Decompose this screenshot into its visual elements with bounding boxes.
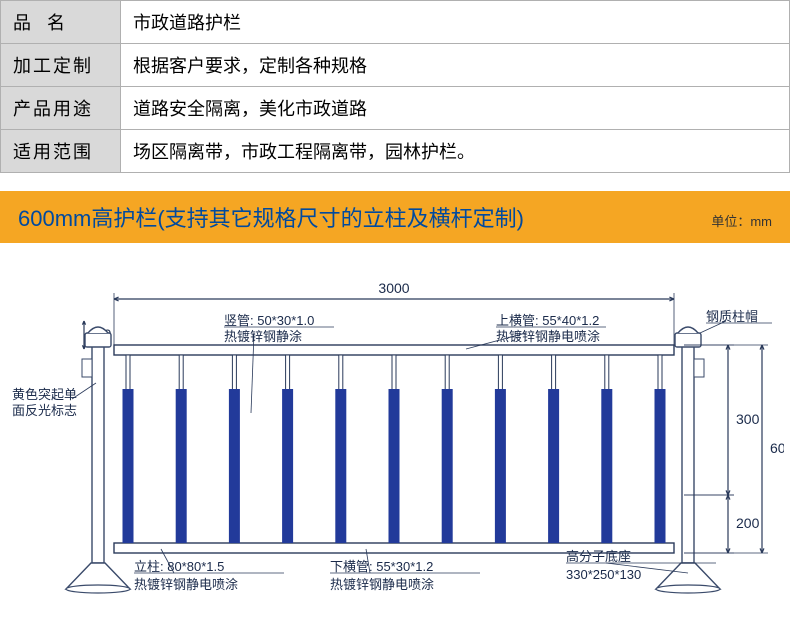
title-main: 600mm高护栏(支持其它规格尺寸的立柱及横杆定制) [18, 201, 524, 233]
svg-text:600: 600 [770, 440, 784, 456]
title-unit: 单位：mm [711, 211, 772, 230]
svg-text:钢质柱帽: 钢质柱帽 [706, 309, 758, 324]
title-bar: 600mm高护栏(支持其它规格尺寸的立柱及横杆定制) 单位：mm [0, 191, 790, 243]
svg-text:上横管: 55*40*1.2: 上横管: 55*40*1.2 [496, 313, 599, 328]
svg-text:200: 200 [736, 515, 760, 531]
spec-row: 适用范围场区隔离带，市政工程隔离带，园林护栏。 [1, 130, 790, 173]
spec-value: 根据客户要求，定制各种规格 [121, 44, 790, 87]
svg-text:330*250*130: 330*250*130 [566, 567, 641, 582]
spec-table: 品名市政道路护栏加工定制根据客户要求，定制各种规格产品用途道路安全隔离，美化市政… [0, 0, 790, 173]
spec-row: 加工定制根据客户要求，定制各种规格 [1, 44, 790, 87]
svg-text:高分子底座: 高分子底座 [566, 549, 631, 564]
fence-diagram: 3000100300200600竖管: 50*30*1.0热镀锌钢静涂上横管: … [0, 263, 790, 603]
spec-value: 道路安全隔离，美化市政道路 [121, 87, 790, 130]
spec-row: 产品用途道路安全隔离，美化市政道路 [1, 87, 790, 130]
svg-text:热镀锌钢静电喷涂: 热镀锌钢静电喷涂 [330, 577, 434, 592]
svg-text:热镀锌钢静电喷涂: 热镀锌钢静电喷涂 [496, 329, 600, 344]
svg-text:热镀锌钢静涂: 热镀锌钢静涂 [224, 329, 302, 344]
svg-text:立柱: 80*80*1.5: 立柱: 80*80*1.5 [134, 559, 224, 574]
svg-text:3000: 3000 [378, 280, 409, 296]
spec-value: 市政道路护栏 [121, 1, 790, 44]
spec-label: 加工定制 [1, 44, 121, 87]
svg-text:下横管: 55*30*1.2: 下横管: 55*30*1.2 [330, 559, 433, 574]
svg-text:面反光标志: 面反光标志 [12, 403, 77, 418]
svg-text:300: 300 [736, 411, 760, 427]
spec-label: 产品用途 [1, 87, 121, 130]
svg-text:竖管: 50*30*1.0: 竖管: 50*30*1.0 [224, 313, 314, 328]
spec-label: 适用范围 [1, 130, 121, 173]
spec-label: 品名 [1, 1, 121, 44]
spec-row: 品名市政道路护栏 [1, 1, 790, 44]
spec-value: 场区隔离带，市政工程隔离带，园林护栏。 [121, 130, 790, 173]
svg-text:黄色突起单: 黄色突起单 [12, 387, 77, 402]
svg-text:热镀锌钢静电喷涂: 热镀锌钢静电喷涂 [134, 577, 238, 592]
